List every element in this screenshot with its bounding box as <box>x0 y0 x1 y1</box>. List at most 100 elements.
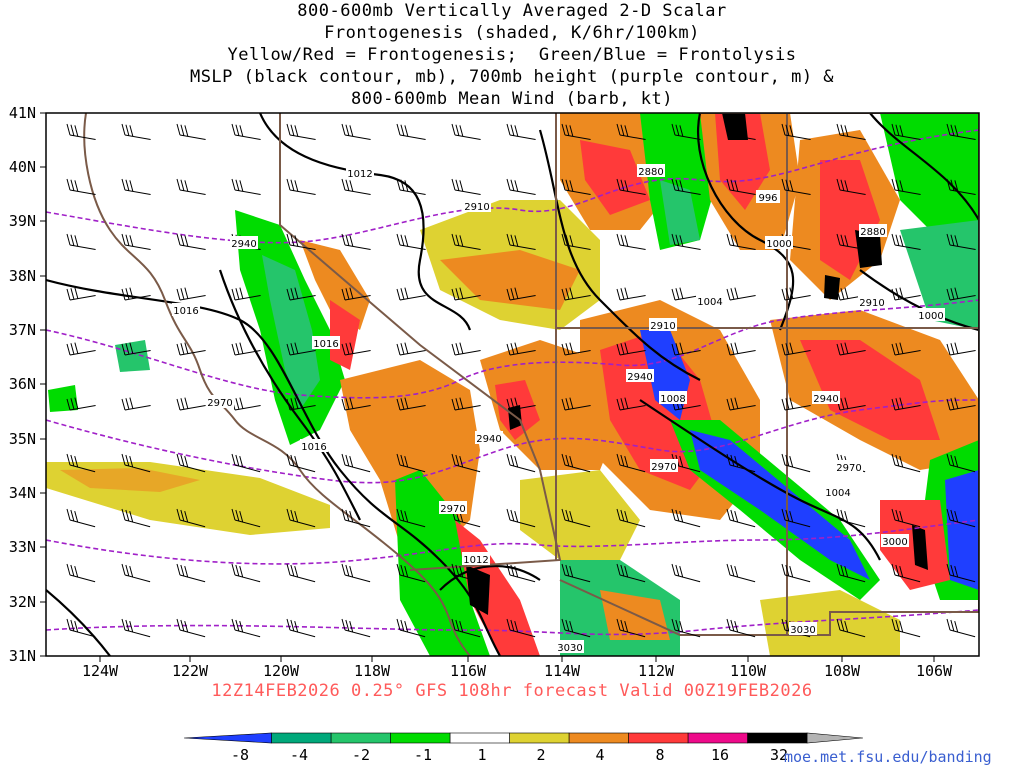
wind-barb <box>781 397 811 411</box>
lat-label: 32N <box>9 593 36 611</box>
wind-barb <box>341 287 371 301</box>
svg-text:2940: 2940 <box>231 239 256 250</box>
colorbar-segment <box>449 732 510 744</box>
wind-barb <box>946 453 976 473</box>
wind-barb <box>616 508 646 528</box>
frontogenesis-area <box>300 240 370 330</box>
wind-barb <box>616 178 646 196</box>
wind-barb <box>231 618 261 638</box>
wind-barb <box>506 342 536 356</box>
wind-barb <box>231 508 261 528</box>
wind-barb <box>176 233 206 251</box>
wind-barb <box>836 397 866 411</box>
wind-barb <box>506 233 536 251</box>
wind-barb <box>66 563 96 583</box>
state-border <box>559 579 979 636</box>
height-label: 2910 <box>649 318 677 332</box>
wind-barb <box>176 287 206 301</box>
height-label: 2970 <box>439 501 467 515</box>
frontolysis-area <box>945 470 979 590</box>
frontogenesis-area <box>580 140 650 215</box>
colorbar-label: -4 <box>290 746 308 764</box>
wind-barb <box>561 508 591 528</box>
colorbar-label: 32 <box>770 746 788 764</box>
height-contour <box>46 299 979 399</box>
wind-barb <box>891 508 921 528</box>
height-contour <box>46 609 979 636</box>
contour-labels: 1012 1016 1016 1016 1012 1008 1004 1000 … <box>172 164 945 654</box>
state-border <box>279 113 562 571</box>
wind-barb <box>726 342 756 356</box>
isobar-label: 1000 <box>765 236 793 250</box>
wind-barb <box>561 287 591 301</box>
wind-barb <box>891 618 921 638</box>
isobar <box>859 269 979 332</box>
height-label: 2940 <box>230 236 258 250</box>
frontogenesis-area <box>440 250 580 310</box>
wind-barb <box>66 397 96 411</box>
wind-barb <box>616 397 646 411</box>
isobar-label: 1016 <box>172 303 200 317</box>
wind-barb <box>286 508 316 528</box>
wind-barb <box>341 563 371 583</box>
lat-label: 35N <box>9 430 36 448</box>
title-line-1: 800-600mb Vertically Averaged 2-D Scalar <box>297 1 727 21</box>
wind-barb <box>396 397 426 411</box>
longitude-axis: 124W 122W 120W 118W 116W 114W 112W 110W … <box>82 656 953 680</box>
colorbar-label: 4 <box>595 746 604 764</box>
wind-barb <box>121 178 151 196</box>
isobar-label: 1004 <box>696 294 724 308</box>
wind-barb <box>726 233 756 251</box>
svg-text:2970: 2970 <box>440 504 465 515</box>
wind-barb <box>561 178 591 196</box>
wind-barb <box>451 397 481 411</box>
wind-barb <box>231 123 261 141</box>
wind-barb <box>561 233 591 251</box>
lon-label: 110W <box>730 662 767 680</box>
wind-barb <box>451 618 481 638</box>
wind-barb <box>781 508 811 528</box>
wind-barb <box>286 123 316 141</box>
wind-barb <box>231 287 261 301</box>
wind-barb <box>616 453 646 473</box>
svg-text:2940: 2940 <box>813 394 838 405</box>
lat-label: 40N <box>9 158 36 176</box>
colorbar-segment <box>183 732 272 744</box>
wind-barb <box>66 508 96 528</box>
wind-barb <box>231 178 261 196</box>
svg-text:996: 996 <box>758 193 777 204</box>
wind-barb <box>726 618 756 638</box>
wind-barb <box>671 397 701 411</box>
wind-barb <box>616 123 646 141</box>
wind-barb <box>671 123 701 141</box>
wind-barb <box>781 563 811 583</box>
wind-barb <box>121 233 151 251</box>
svg-text:1012: 1012 <box>463 555 488 566</box>
frontogenesis-shading <box>46 113 979 656</box>
wind-barb <box>506 178 536 196</box>
svg-text:1012: 1012 <box>347 169 372 180</box>
wind-barb <box>561 618 591 638</box>
isobar <box>538 129 701 381</box>
svg-text:1000: 1000 <box>766 239 791 250</box>
wind-barb <box>891 342 921 356</box>
wind-barb <box>121 508 151 528</box>
wind-barb <box>66 123 96 141</box>
wind-barb <box>451 453 481 473</box>
wind-barb <box>726 287 756 301</box>
wind-barb <box>891 397 921 411</box>
colorbar-segment <box>390 732 451 744</box>
wind-barb <box>616 233 646 251</box>
wind-barb <box>891 453 921 473</box>
forecast-valid-time: 12Z14FEB2026 0.25° GFS 108hr forecast Va… <box>211 681 813 701</box>
wind-barb <box>781 178 811 196</box>
wind-barb <box>616 563 646 583</box>
wind-barb <box>891 563 921 583</box>
wind-barb <box>121 123 151 141</box>
wind-barb <box>341 508 371 528</box>
wind-barb <box>506 618 536 638</box>
wind-barb <box>726 453 756 473</box>
wind-barb <box>396 287 426 301</box>
svg-text:1000: 1000 <box>918 311 943 322</box>
wind-barb <box>396 453 426 473</box>
